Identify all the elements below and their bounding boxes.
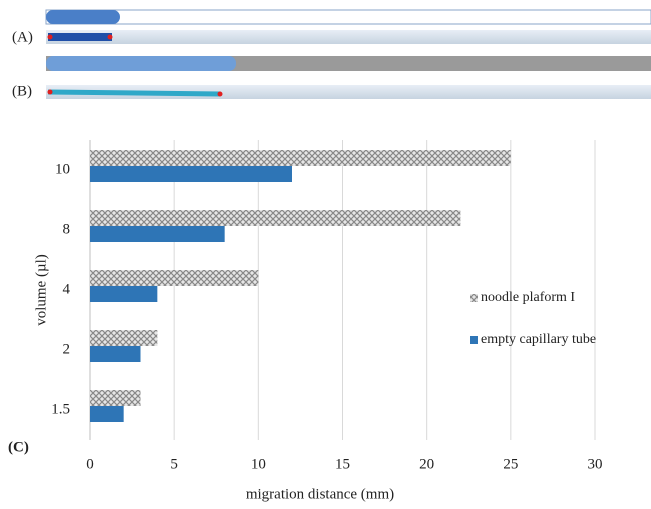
legend-label: empty capillary tube (481, 332, 596, 347)
x-tick-label: 10 (251, 456, 266, 472)
bar (90, 226, 225, 242)
panel-label: (A) (12, 29, 33, 45)
bar (90, 406, 124, 422)
x-tick-label: 15 (335, 456, 350, 472)
y-tick-label: 1.5 (51, 401, 70, 417)
x-tick-label: 25 (503, 456, 518, 472)
bar (90, 286, 158, 302)
bar (90, 330, 158, 346)
x-tick-label: 20 (419, 456, 434, 472)
y-axis-label: volume (µl) (33, 254, 49, 326)
legend-swatch (470, 294, 478, 302)
photo-a (45, 9, 651, 44)
x-tick-label: 30 (588, 456, 603, 472)
bar (90, 210, 461, 226)
x-tick-label: 5 (170, 456, 178, 472)
legend-label: noodle plaform I (481, 290, 575, 305)
bar (90, 166, 292, 182)
panel-label: (C) (8, 439, 29, 455)
y-tick-label: 4 (63, 281, 71, 297)
x-tick-label: 0 (86, 456, 94, 472)
bar (90, 270, 259, 286)
legend-swatch (470, 336, 478, 344)
photo-b (46, 56, 651, 99)
bar (90, 390, 141, 406)
bar (90, 346, 141, 362)
x-axis-label: migration distance (mm) (246, 486, 394, 502)
panel-label: (B) (12, 83, 32, 99)
y-tick-label: 10 (55, 161, 70, 177)
bar (90, 150, 511, 166)
y-tick-label: 2 (63, 341, 71, 357)
y-tick-label: 8 (63, 221, 71, 237)
